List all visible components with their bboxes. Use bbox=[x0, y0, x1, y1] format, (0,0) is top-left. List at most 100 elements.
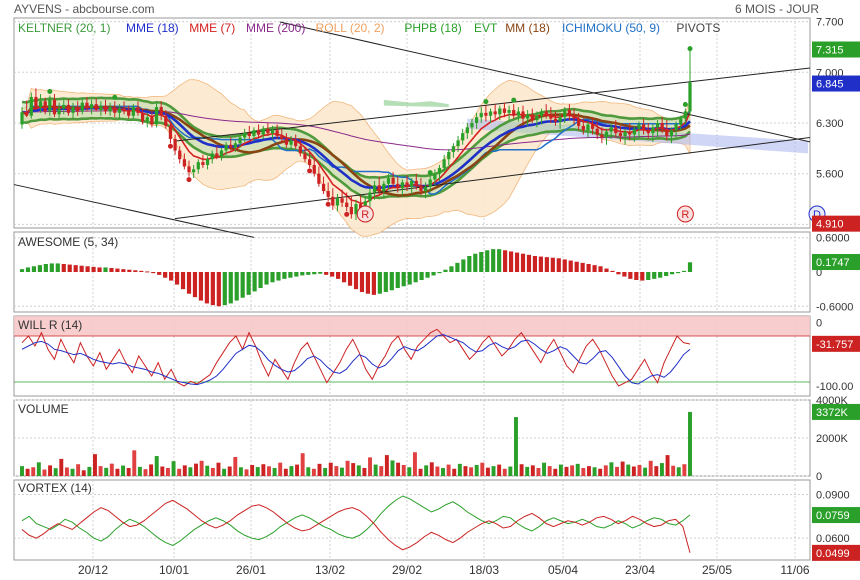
volume-bar bbox=[351, 463, 356, 476]
awesome-bar bbox=[413, 272, 418, 283]
candle-body bbox=[275, 130, 279, 137]
legend-item: ROLL (20, 2) bbox=[316, 21, 385, 35]
volume-bar bbox=[210, 468, 215, 476]
candle-body bbox=[284, 138, 289, 145]
awesome-bar bbox=[485, 250, 490, 272]
awesome-bar bbox=[109, 268, 114, 272]
legend-item: MM (18) bbox=[505, 21, 550, 35]
awesome-bar bbox=[288, 272, 293, 278]
candle-body bbox=[196, 162, 200, 170]
event-dot-up bbox=[483, 99, 489, 105]
candle-body bbox=[465, 127, 469, 134]
candle-body bbox=[377, 185, 381, 192]
candle-body bbox=[665, 128, 669, 137]
volume-bar bbox=[598, 468, 603, 476]
awesome-bar bbox=[622, 272, 627, 277]
volume-bar bbox=[671, 465, 676, 476]
awesome-bar bbox=[461, 259, 466, 272]
event-dot-down bbox=[186, 177, 192, 183]
awesome-bar bbox=[133, 270, 138, 272]
candle-body bbox=[567, 109, 572, 116]
volume-bar bbox=[182, 465, 187, 476]
candle-body bbox=[535, 115, 539, 121]
candle-body bbox=[405, 182, 409, 187]
volume-bar bbox=[143, 469, 148, 476]
candle-body bbox=[544, 111, 548, 115]
candle-body bbox=[192, 169, 196, 173]
awesome-bar bbox=[246, 272, 251, 295]
awesome-bar bbox=[347, 272, 353, 286]
candle-body bbox=[549, 114, 553, 119]
volume-bar bbox=[194, 463, 198, 476]
awesome-bar bbox=[353, 272, 359, 290]
candle-body bbox=[43, 101, 47, 112]
volume-bar bbox=[306, 467, 311, 476]
awesome-bar bbox=[163, 272, 168, 278]
candle-body bbox=[122, 108, 126, 112]
candle-body bbox=[117, 108, 122, 113]
vortex-last-green-badge: 0.0759 bbox=[816, 510, 850, 522]
volume-bar bbox=[384, 455, 389, 476]
vortex-last-red-badge: 0.0499 bbox=[816, 548, 850, 560]
volume-bar bbox=[665, 455, 670, 476]
candle-body bbox=[201, 162, 205, 165]
volume-bar bbox=[356, 465, 361, 476]
willr-label: WILL R (14) bbox=[18, 318, 82, 332]
volume-bar bbox=[267, 466, 271, 476]
volume-tick-label: 0 bbox=[816, 471, 822, 483]
awesome-tick-label: -0.6000 bbox=[816, 301, 853, 313]
willr-series-1 bbox=[21, 334, 691, 386]
volume-bar bbox=[222, 468, 227, 476]
period-label[interactable]: 6 MOIS - JOUR bbox=[735, 2, 820, 16]
candle-body bbox=[349, 207, 353, 215]
candle-body bbox=[516, 111, 520, 116]
awesome-bar bbox=[503, 250, 508, 272]
candle-body bbox=[317, 173, 321, 184]
volume-bar bbox=[362, 468, 367, 476]
vortex-series-1 bbox=[21, 499, 691, 553]
candle-body bbox=[57, 108, 61, 115]
awesome-bar bbox=[31, 266, 37, 272]
candle-body bbox=[247, 133, 251, 137]
panel-frame-vortex bbox=[13, 479, 811, 561]
awesome-bar bbox=[49, 263, 54, 272]
candle-body bbox=[187, 166, 191, 173]
candle-body bbox=[474, 117, 479, 123]
candle-body bbox=[386, 178, 391, 184]
awesome-bar bbox=[341, 272, 347, 283]
awesome-bar bbox=[437, 272, 442, 274]
vortex-label: VORTEX (14) bbox=[18, 481, 92, 495]
awesome-bar bbox=[67, 264, 72, 272]
volume-bar bbox=[379, 466, 384, 476]
vortex-series-0 bbox=[21, 495, 691, 547]
volume-bar bbox=[609, 462, 614, 476]
candle-body bbox=[600, 134, 604, 138]
awesome-bar bbox=[139, 270, 144, 272]
candle-body bbox=[261, 128, 265, 135]
candle-body bbox=[238, 137, 242, 144]
trend-line bbox=[279, 21, 811, 143]
candle-body bbox=[298, 146, 302, 154]
awesome-bar bbox=[592, 265, 597, 272]
candle-body bbox=[470, 123, 474, 128]
candle-body bbox=[433, 173, 437, 180]
volume-bar bbox=[553, 468, 558, 476]
volume-bar bbox=[98, 466, 103, 476]
volume-bar bbox=[261, 464, 266, 476]
candle-body bbox=[321, 183, 326, 192]
volume-bar bbox=[300, 453, 305, 476]
legend-item: MME (7) bbox=[189, 21, 235, 35]
awesome-bar bbox=[169, 272, 174, 281]
awesome-bar bbox=[43, 264, 48, 272]
awesome-bar bbox=[204, 272, 209, 304]
volume-bar bbox=[31, 467, 36, 476]
volume-bar bbox=[676, 467, 681, 476]
candle-body bbox=[354, 204, 358, 215]
volume-bar bbox=[469, 467, 474, 476]
volume-bar bbox=[654, 466, 659, 476]
willr-tick-label: 0 bbox=[816, 318, 822, 330]
chart-title: AYVENS - abcbourse.com bbox=[14, 2, 155, 16]
volume-bar bbox=[688, 411, 692, 476]
vortex-last-red-badge-bg bbox=[812, 544, 860, 561]
candle-body bbox=[660, 123, 664, 129]
